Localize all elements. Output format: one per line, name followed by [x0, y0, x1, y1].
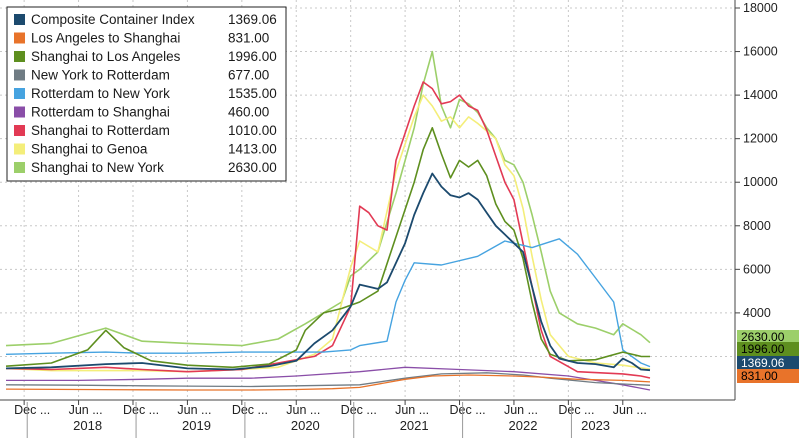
y-tick-label: 16000 [743, 45, 778, 59]
x-tick-label: Dec ... [558, 403, 594, 417]
end-label-badge [737, 369, 799, 383]
legend-swatch [14, 162, 25, 173]
legend-swatch [14, 69, 25, 81]
legend: Composite Container Index 1369.06 Los Ange… [6, 6, 287, 182]
y-tick-label: 14000 [743, 88, 778, 102]
legend-swatch [14, 143, 25, 155]
legend-series-name: Shanghai to Genoa [31, 142, 148, 157]
x-tick-label: Dec ... [232, 403, 268, 417]
y-axis-ticks: 4000 6000 8000 10000 12000 14000 16000 18000 [735, 1, 778, 320]
legend-series-name: New York to Rotterdam [31, 68, 170, 83]
legend-series-name: Shanghai to Los Angeles [31, 49, 181, 64]
legend-series-value: 460.00 [228, 105, 269, 120]
x-year-label: 2018 [73, 418, 102, 433]
legend-series-value: 2630.00 [228, 160, 277, 175]
series-line-shanghai-to-new-york [5, 50, 651, 347]
legend-series-value: 1996.00 [228, 49, 277, 64]
legend-box [6, 6, 287, 182]
series-line-rotterdam-to-shanghai [6, 366, 651, 391]
x-axis-ticks: Dec ... Jun ... Dec ... Jun ... Dec ... Jun .… [14, 400, 647, 438]
x-tick-label: Jun ... [395, 403, 429, 417]
legend-swatch [14, 32, 25, 44]
legend-series-name: Los Angeles to Shanghai [31, 31, 180, 46]
legend-series-value: 677.00 [228, 68, 269, 83]
x-year-label: 2022 [509, 418, 538, 433]
legend-series-value: 831.00 [228, 31, 269, 46]
x-year-label: 2023 [581, 418, 610, 433]
series-line-shanghai-to-los-angeles [5, 127, 651, 369]
series-line-rotterdam-to-new-york [5, 238, 651, 368]
x-tick-label: Jun ... [504, 403, 538, 417]
y-tick-label: 18000 [743, 1, 778, 15]
end-label-text: 2630.00 [741, 330, 785, 344]
y-tick-label: 12000 [743, 132, 778, 146]
legend-series-name: Rotterdam to New York [31, 86, 170, 101]
y-tick-label: 6000 [743, 262, 771, 276]
x-tick-label: Dec ... [123, 403, 159, 417]
end-label-text: 831.00 [741, 369, 778, 383]
series-line-los-angeles-to-shanghai [5, 374, 651, 391]
x-tick-label: Dec ... [450, 403, 486, 417]
end-label-text: 1996.00 [741, 342, 785, 356]
x-year-label: 2021 [400, 418, 429, 433]
x-tick-label: Jun ... [286, 403, 320, 417]
legend-series-name: Shanghai to Rotterdam [31, 123, 170, 138]
y-tick-label: 10000 [743, 175, 778, 189]
x-year-label: 2020 [291, 418, 320, 433]
x-tick-label: Dec ... [341, 403, 377, 417]
end-label-badge [737, 342, 799, 356]
series-line-composite-container-index [5, 172, 651, 372]
x-tick-label: Jun ... [177, 403, 211, 417]
legend-series-value: 1369.06 [228, 12, 277, 27]
legend-series-name: Rotterdam to Shanghai [31, 105, 170, 120]
legend-swatch [14, 106, 25, 118]
x-tick-label: Dec ... [14, 403, 50, 417]
end-label-text: 1369.06 [741, 356, 785, 370]
x-tick-label: Jun ... [69, 403, 103, 417]
y-tick-label: 4000 [743, 306, 771, 320]
legend-swatch [14, 51, 25, 62]
legend-series-value: 1413.00 [228, 142, 277, 157]
x-tick-label: Jun ... [613, 403, 647, 417]
legend-series-value: 1535.00 [228, 86, 277, 101]
x-year-label: 2019 [182, 418, 211, 433]
series-lines [5, 50, 651, 391]
axes [0, 0, 736, 401]
end-label-badge [737, 330, 799, 344]
legend-series-name: Shanghai to New York [31, 160, 164, 175]
legend-series-value: 1010.00 [228, 123, 277, 138]
legend-swatch [14, 88, 25, 99]
end-label-badge [737, 356, 799, 370]
legend-series-name: Composite Container Index [31, 12, 195, 27]
legend-swatch [14, 125, 25, 136]
legend-swatch [14, 14, 25, 25]
y-tick-label: 8000 [743, 219, 771, 233]
